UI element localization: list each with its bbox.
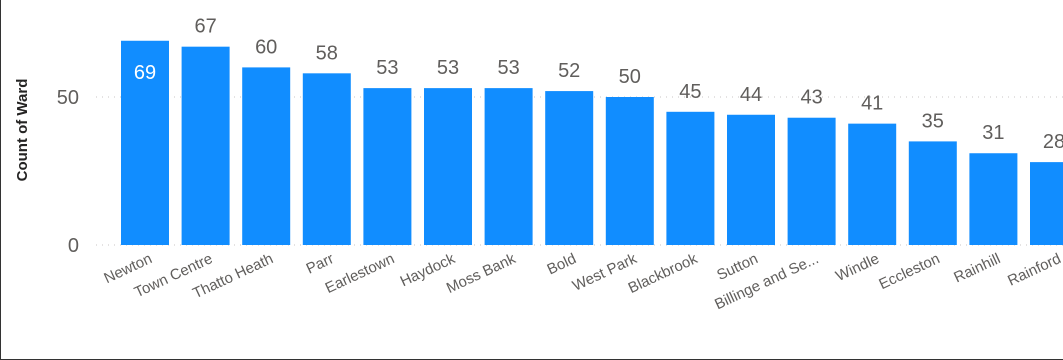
- data-label: 58: [316, 42, 338, 64]
- bar: [545, 91, 594, 245]
- x-tick-label: Rainford: [1005, 250, 1063, 289]
- data-label: 44: [740, 84, 762, 106]
- bar: [605, 97, 654, 245]
- data-label: 41: [861, 93, 883, 115]
- x-tick-label: Windle: [833, 250, 882, 285]
- x-tick-label: Parr: [304, 250, 337, 277]
- x-tick-label: Moss Bank: [444, 250, 519, 297]
- x-tick-label: Rainhill: [951, 250, 1003, 286]
- y-tick-label: 0: [68, 235, 79, 257]
- data-label: 28: [1043, 131, 1063, 153]
- data-label: 52: [558, 60, 580, 82]
- bar: [969, 153, 1018, 245]
- data-label: 45: [679, 81, 701, 103]
- bar: [181, 46, 230, 246]
- data-label: 43: [800, 87, 822, 109]
- data-label: 31: [982, 122, 1004, 144]
- data-label: 60: [255, 36, 277, 58]
- bar: [727, 114, 775, 245]
- bar: [484, 88, 533, 246]
- bar: [363, 88, 412, 246]
- bar: [848, 123, 897, 245]
- bar: [424, 88, 472, 246]
- data-label: 53: [376, 57, 398, 79]
- data-label: 35: [922, 110, 944, 132]
- bars: [121, 40, 1063, 246]
- bar: [1030, 162, 1063, 245]
- x-tick-label: Bold: [544, 250, 578, 278]
- data-label: 67: [194, 16, 216, 38]
- bar: [787, 117, 836, 245]
- bar: [302, 73, 351, 245]
- data-labels: 69 67 60 58 53 53 53 52 50 45 44 43 41 35 31 28: [134, 16, 1063, 153]
- x-tick-label: Billinge and Se...: [712, 250, 821, 313]
- data-label: 53: [437, 57, 459, 79]
- data-label: 50: [619, 66, 641, 88]
- y-axis-ticks: 0 50: [57, 87, 79, 257]
- bar: [121, 40, 169, 246]
- x-tick-label: Earlestown: [323, 250, 397, 297]
- x-tick-label: Blackbrook: [626, 250, 701, 297]
- data-label: 53: [497, 57, 519, 79]
- y-tick-label: 50: [57, 87, 79, 109]
- bar: [908, 141, 957, 245]
- bar: [666, 111, 715, 245]
- data-label: 69: [134, 62, 156, 84]
- bar: [242, 67, 291, 246]
- y-axis-title: Count of Ward: [14, 79, 31, 182]
- x-tick-label: Eccleston: [876, 250, 942, 293]
